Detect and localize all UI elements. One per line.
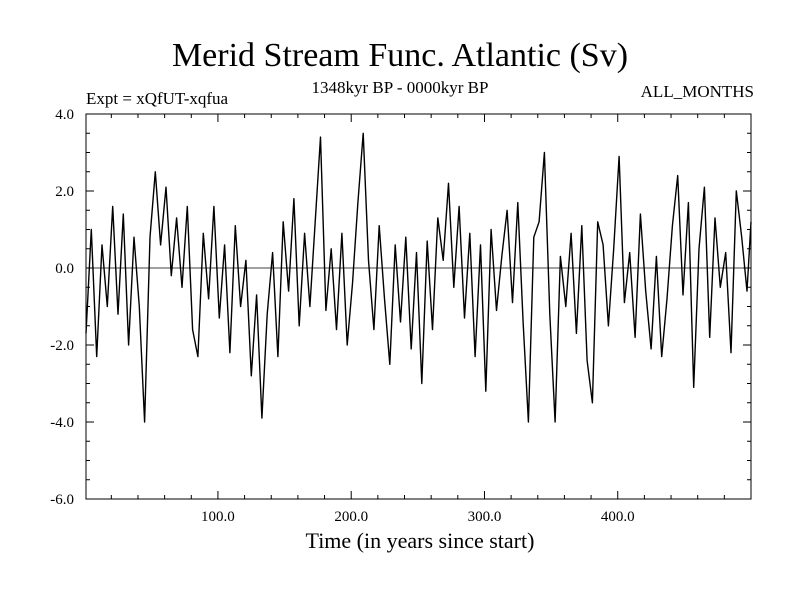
x-axis-label: Time (in years since start): [305, 528, 535, 553]
y-tick-label: -2.0: [50, 338, 74, 354]
chart-subtitle: 1348kyr BP - 0000kyr BP: [311, 78, 489, 97]
y-tick-label: 2.0: [55, 184, 74, 200]
experiment-label: Expt = xQfUT-xqfua: [86, 89, 229, 108]
x-tick-label: 300.0: [468, 509, 502, 525]
series-line: [85, 132, 752, 423]
plot-frame: [85, 113, 752, 500]
y-tick-label: 0.0: [55, 261, 74, 277]
tick-labels: 100.0 200.0 300.0 400.0 4.0 2.0 0.0 -2.0 -4.0 -6.…: [50, 107, 634, 525]
y-tick-label: -4.0: [50, 415, 74, 431]
chart-title: Merid Stream Func. Atlantic (Sv): [171, 37, 629, 74]
months-label: ALL_MONTHS: [640, 82, 754, 101]
y-tick-label: -6.0: [50, 492, 74, 508]
x-tick-label: 100.0: [201, 509, 235, 525]
x-tick-label: 200.0: [334, 509, 368, 525]
y-tick-label: 4.0: [55, 107, 74, 123]
data-series: [85, 132, 752, 423]
x-tick-label: 400.0: [601, 509, 635, 525]
